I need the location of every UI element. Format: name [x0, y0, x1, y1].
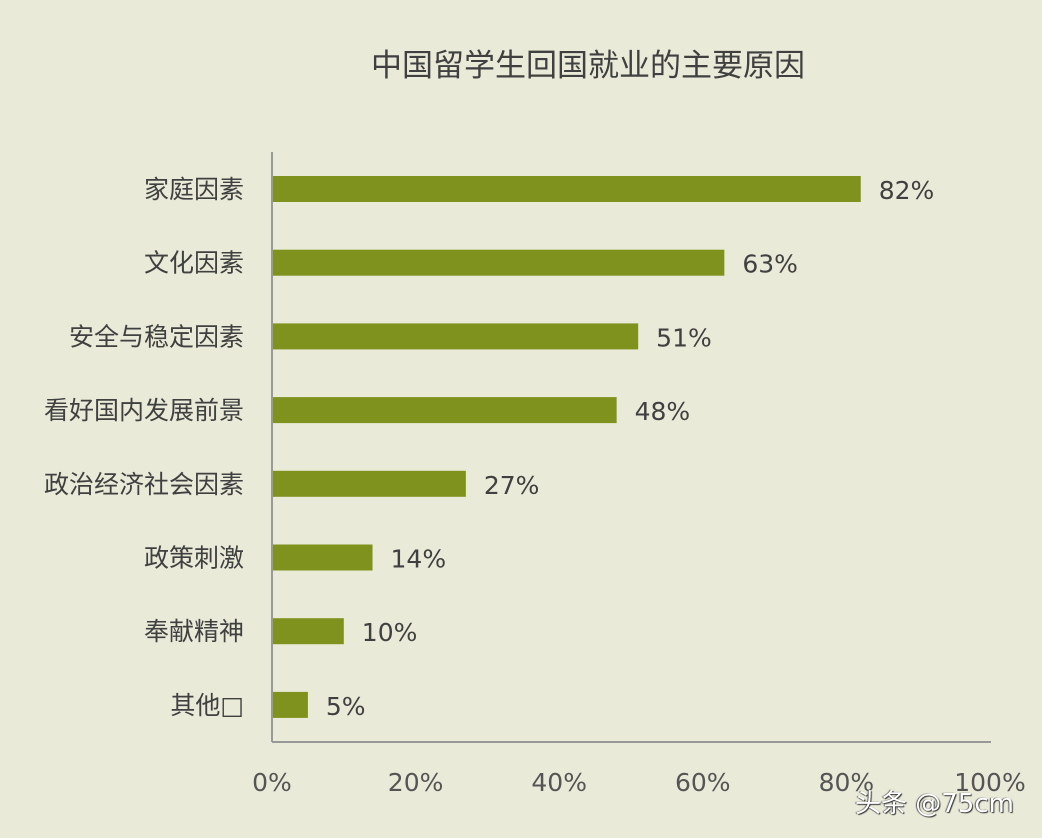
x-tick-label: 60% — [675, 768, 731, 797]
category-label: 其他□ — [170, 691, 244, 720]
category-label: 奉献精神 — [144, 617, 244, 646]
bar — [273, 176, 861, 202]
bar — [273, 323, 639, 350]
data-label: 10% — [362, 618, 418, 647]
bar — [273, 618, 344, 645]
category-label: 文化因素 — [144, 249, 244, 278]
category-label: 看好国内发展前景 — [44, 396, 244, 425]
x-tick-label: 100% — [954, 768, 1025, 797]
x-tick-label: 80% — [819, 768, 875, 797]
x-tick-label: 0% — [252, 768, 292, 797]
chart-title: 中国留学生回国就业的主要原因 — [371, 48, 805, 84]
bar — [273, 470, 466, 497]
watermark: 头条 @75cm — [855, 789, 1014, 819]
x-tick-label: 20% — [388, 768, 444, 797]
category-label: 家庭因素 — [144, 175, 244, 204]
category-label: 政治经济社会因素 — [44, 470, 244, 499]
data-label: 51% — [656, 323, 712, 352]
data-label: 63% — [742, 250, 798, 279]
data-label: 82% — [879, 176, 935, 205]
category-label: 安全与稳定因素 — [69, 322, 244, 351]
data-label: 48% — [635, 397, 691, 426]
category-label: 政策刺激 — [144, 544, 244, 573]
data-label: 27% — [484, 471, 540, 500]
data-label: 14% — [391, 545, 447, 574]
bar — [273, 397, 617, 424]
bar — [273, 249, 725, 276]
bar — [273, 691, 308, 718]
data-label: 5% — [326, 692, 366, 721]
bar — [273, 544, 373, 571]
x-tick-label: 40% — [531, 768, 587, 797]
